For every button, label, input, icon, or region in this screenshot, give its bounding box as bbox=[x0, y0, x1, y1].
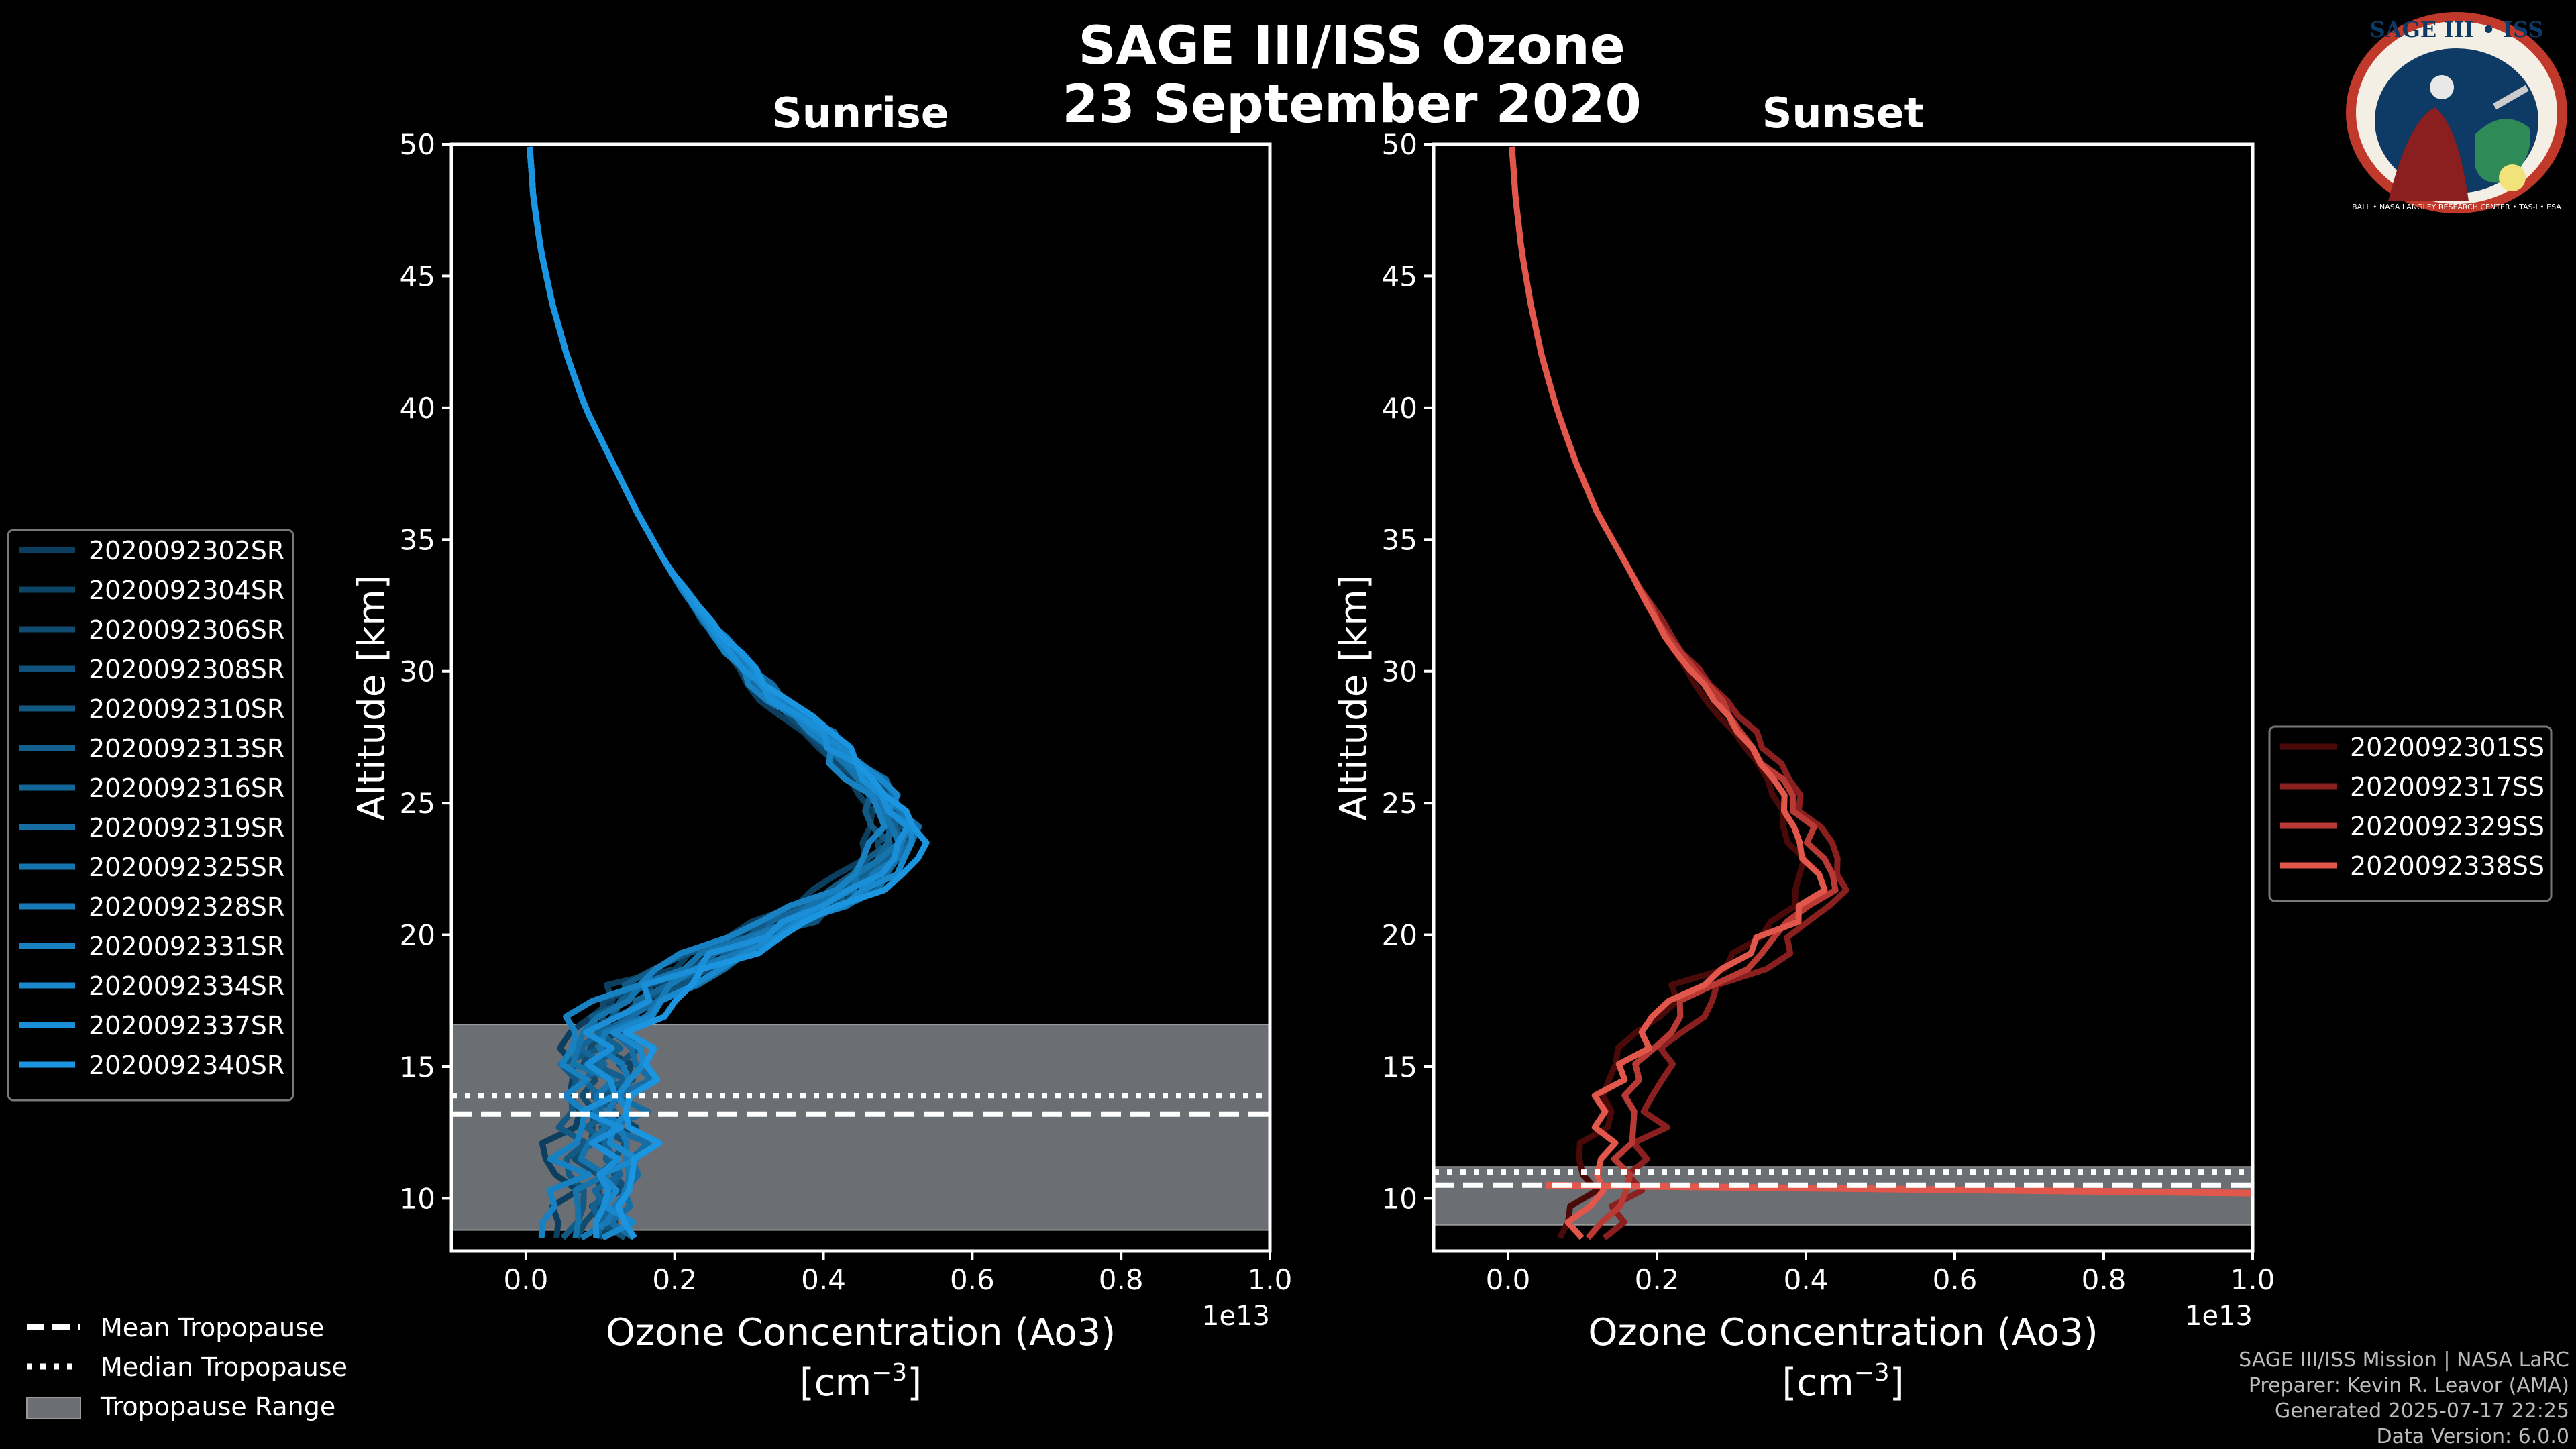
tropopause-range-swatch bbox=[26, 1397, 81, 1419]
legend-label-2020092302SR: 2020092302SR bbox=[89, 536, 284, 566]
x-axis-label: Ozone Concentration (Ao3) bbox=[606, 1311, 1116, 1354]
tropopause-legend: Mean Tropopause Median Tropopause Tropop… bbox=[26, 1313, 347, 1421]
mean-tropopause-label: Mean Tropopause bbox=[101, 1313, 324, 1342]
y-tick-label: 30 bbox=[1382, 655, 1417, 688]
x-tick-label: 1.0 bbox=[2231, 1263, 2275, 1296]
y-axis-label: Altitude [km] bbox=[350, 574, 394, 820]
x-tick-label: 0.6 bbox=[1933, 1263, 1978, 1296]
profile-line-2020092340SR bbox=[527, 146, 930, 1240]
y-tick-label: 10 bbox=[1382, 1182, 1417, 1215]
legend-label-2020092338SS: 2020092338SS bbox=[2350, 851, 2544, 881]
y-tick-label: 45 bbox=[400, 260, 435, 292]
footer-mission: SAGE III/ISS Mission | NASA LaRC bbox=[2239, 1348, 2569, 1372]
logo-text-bottom: BALL • NASA LANGLEY RESEARCH CENTER • TA… bbox=[2352, 203, 2561, 211]
x-axis-label: Ozone Concentration (Ao3) bbox=[1588, 1311, 2098, 1354]
tropopause-range-label: Tropopause Range bbox=[100, 1392, 335, 1421]
y-tick-label: 30 bbox=[400, 655, 435, 688]
sunset-legend: 2020092301SS 2020092317SS 2020092329SS 2020… bbox=[2268, 725, 2553, 902]
y-tick-label: 10 bbox=[400, 1182, 435, 1215]
y-tick-label: 25 bbox=[400, 787, 435, 820]
axes-frame bbox=[449, 142, 1272, 1253]
sunrise-legend: 2020092302SR 2020092304SR 2020092306SR 2020… bbox=[7, 529, 294, 1102]
legend-label-2020092316SR: 2020092316SR bbox=[89, 773, 284, 803]
x-tick-label: 1.0 bbox=[1248, 1263, 1293, 1296]
y-tick-label: 25 bbox=[1382, 787, 1417, 820]
panel-title: Sunrise bbox=[772, 89, 949, 138]
x-tick-label: 0.2 bbox=[652, 1263, 697, 1296]
profile-line-2020092329SS bbox=[1509, 146, 1839, 1240]
x-axis-units: [cm−3] bbox=[800, 1359, 922, 1405]
y-tick-label: 45 bbox=[1382, 260, 1417, 292]
logo-iss-icon bbox=[2493, 85, 2529, 110]
x-tick-label: 0.4 bbox=[801, 1263, 846, 1296]
footer-data-version: Data Version: 6.0.0 bbox=[2377, 1425, 2569, 1448]
legend-label-2020092319SR: 2020092319SR bbox=[89, 813, 284, 843]
y-axis-label: Altitude [km] bbox=[1332, 574, 1376, 820]
legend-label-2020092340SR: 2020092340SR bbox=[89, 1051, 284, 1080]
y-tick-label: 50 bbox=[1382, 128, 1417, 161]
panel-title: Sunset bbox=[1762, 89, 1925, 138]
legend-label-2020092325SR: 2020092325SR bbox=[89, 853, 284, 882]
x-axis-offset-label: 1e13 bbox=[1202, 1301, 1270, 1332]
x-axis-offset-label: 1e13 bbox=[2185, 1301, 2253, 1332]
legend-label-2020092317SS: 2020092317SS bbox=[2350, 772, 2544, 802]
footer-generated: Generated 2025-07-17 22:25 bbox=[2275, 1399, 2569, 1423]
main-subtitle-date: 23 September 2020 bbox=[1062, 74, 1642, 135]
y-tick-label: 15 bbox=[1382, 1051, 1417, 1083]
y-tick-label: 15 bbox=[400, 1051, 435, 1083]
legend-box bbox=[2268, 725, 2553, 902]
profile-tail-2020092338SS bbox=[1545, 1181, 2253, 1197]
y-tick-label: 35 bbox=[1382, 523, 1417, 556]
x-tick-label: 0.6 bbox=[950, 1263, 995, 1296]
y-tick-label: 20 bbox=[1382, 919, 1417, 952]
sunrise-panel: 0.0 0.2 0.4 0.6 0.8 1.0 10 15 20 25 30 35 40 45 50 Sunr… bbox=[350, 89, 1292, 1405]
x-tick-label: 0.0 bbox=[1486, 1263, 1531, 1296]
logo-moon-icon bbox=[2430, 75, 2454, 99]
legend-label-2020092304SR: 2020092304SR bbox=[89, 576, 284, 605]
logo-text-top: SAGE III • ISS bbox=[2370, 17, 2544, 42]
profile-line-2020092338SS bbox=[1509, 146, 1828, 1240]
x-tick-label: 0.2 bbox=[1635, 1263, 1680, 1296]
profile-line-2020092301SS bbox=[1509, 146, 1807, 1240]
y-tick-label: 40 bbox=[400, 392, 435, 425]
x-tick-label: 0.0 bbox=[504, 1263, 549, 1296]
y-tick-label: 50 bbox=[400, 128, 435, 161]
x-tick-label: 0.8 bbox=[2082, 1263, 2127, 1296]
legend-label-2020092301SS: 2020092301SS bbox=[2350, 733, 2544, 762]
legend-label-2020092329SS: 2020092329SS bbox=[2350, 812, 2544, 841]
x-tick-label: 0.4 bbox=[1784, 1263, 1829, 1296]
logo-figure-icon bbox=[2388, 107, 2469, 201]
legend-label-2020092337SR: 2020092337SR bbox=[89, 1011, 284, 1040]
sunset-panel: 0.0 0.2 0.4 0.6 0.8 1.0 10 15 20 25 30 35 40 45 50 Suns… bbox=[1332, 89, 2275, 1405]
x-axis-units: [cm−3] bbox=[1782, 1359, 1904, 1405]
legend-label-2020092308SR: 2020092308SR bbox=[89, 655, 284, 684]
y-tick-label: 40 bbox=[1382, 392, 1417, 425]
profile-line-2020092317SS bbox=[1509, 146, 1849, 1240]
y-tick-label: 35 bbox=[400, 523, 435, 556]
legend-box bbox=[7, 529, 294, 1102]
legend-label-2020092328SR: 2020092328SR bbox=[89, 892, 284, 922]
legend-label-2020092313SR: 2020092313SR bbox=[89, 734, 284, 763]
y-tick-label: 20 bbox=[400, 919, 435, 952]
main-title: SAGE III/ISS Ozone bbox=[1078, 16, 1625, 76]
legend-label-2020092306SR: 2020092306SR bbox=[89, 615, 284, 645]
legend-label-2020092334SR: 2020092334SR bbox=[89, 971, 284, 1001]
axes-frame bbox=[1432, 142, 2255, 1253]
logo-sun-icon bbox=[2499, 164, 2526, 191]
legend-label-2020092331SR: 2020092331SR bbox=[89, 932, 284, 961]
tropopause-range-band bbox=[1433, 1166, 2253, 1226]
legend-label-2020092310SR: 2020092310SR bbox=[89, 694, 284, 724]
footer-credits: SAGE III/ISS Mission | NASA LaRC Prepare… bbox=[2239, 1348, 2569, 1448]
footer-preparer: Preparer: Kevin R. Leavor (AMA) bbox=[2249, 1374, 2569, 1397]
x-tick-label: 0.8 bbox=[1099, 1263, 1144, 1296]
sage-iii-iss-logo: SAGE III • ISS BALL • NASA LANGLEY RESEA… bbox=[2346, 12, 2567, 213]
median-tropopause-label: Median Tropopause bbox=[101, 1352, 347, 1382]
